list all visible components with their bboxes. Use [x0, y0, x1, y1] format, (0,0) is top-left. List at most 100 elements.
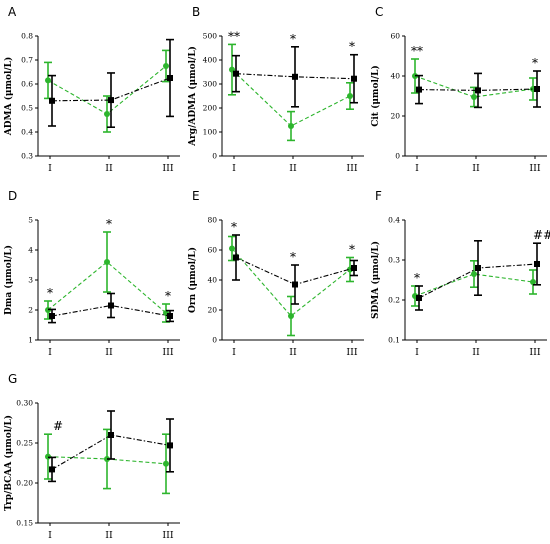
- series-black-line: [235, 73, 355, 80]
- series-black-line: [51, 434, 171, 470]
- y-tick-label: 40: [390, 72, 400, 81]
- y-tick-label: 20: [390, 112, 400, 121]
- y-tick-label: 0.3: [388, 256, 400, 265]
- y-tick-label: 0.3: [21, 152, 33, 161]
- y-tick-label: 3: [28, 276, 33, 285]
- significance-marker: *: [290, 250, 296, 264]
- significance-marker: *: [165, 289, 171, 303]
- data-point: [416, 295, 422, 301]
- x-tick-label: II: [472, 347, 480, 358]
- y-tick-label: 40: [207, 276, 217, 285]
- data-point: [351, 75, 357, 82]
- y-axis-label: Orn (μmol/L): [187, 247, 198, 313]
- panel-letter: F: [375, 189, 382, 203]
- y-tick-label: 20: [207, 306, 217, 315]
- x-tick-label: I: [415, 347, 419, 358]
- x-tick-label: I: [232, 163, 236, 174]
- y-tick-label: 0.6: [21, 80, 33, 89]
- data-point: [475, 265, 481, 271]
- significance-marker: *: [290, 32, 296, 46]
- data-point: [49, 313, 55, 319]
- series-green-line: [414, 273, 534, 297]
- data-point: [530, 279, 536, 285]
- data-point: [167, 75, 173, 81]
- x-tick-label: III: [162, 347, 174, 358]
- x-tick-label: III: [346, 347, 358, 358]
- y-tick-label: 0.8: [21, 32, 33, 41]
- data-point: [167, 313, 173, 319]
- x-tick-label: III: [529, 347, 541, 358]
- data-point: [108, 432, 114, 438]
- y-tick-label: 5: [28, 216, 33, 225]
- significance-marker: **: [411, 44, 423, 58]
- significance-marker: #: [53, 419, 63, 433]
- y-tick-label: 500: [203, 32, 218, 41]
- y-tick-label: 0.30: [16, 399, 33, 408]
- data-point: [45, 77, 51, 84]
- significance-marker: **: [228, 29, 240, 43]
- data-point: [229, 245, 235, 252]
- y-tick-label: 4: [28, 246, 33, 255]
- y-tick-label: 0.4: [21, 128, 33, 137]
- y-tick-label: 0.15: [16, 519, 33, 528]
- x-tick-label: II: [289, 163, 297, 174]
- y-axis-label: Arg/ADMA (μmol/L): [187, 46, 198, 147]
- y-tick-label: 0.7: [21, 56, 33, 65]
- significance-marker: *: [349, 243, 355, 257]
- y-axis-label: SDMA (μmol/L): [370, 241, 381, 319]
- data-point: [108, 302, 114, 309]
- data-point: [167, 442, 173, 449]
- y-tick-label: 0: [212, 336, 217, 345]
- y-tick-label: 80: [207, 216, 217, 225]
- y-tick-label: 100: [203, 128, 218, 137]
- data-point: [108, 97, 114, 104]
- x-tick-label: II: [105, 530, 113, 541]
- data-point: [233, 254, 239, 261]
- x-tick-label: I: [48, 530, 52, 541]
- y-tick-label: 0: [395, 152, 400, 161]
- series-green-line: [231, 248, 351, 317]
- x-tick-label: II: [472, 163, 480, 174]
- y-axis-label: Trp/BCAA (μmol/L): [3, 415, 14, 511]
- data-point: [104, 111, 110, 117]
- data-point: [288, 123, 294, 129]
- y-tick-label: 60: [390, 32, 400, 41]
- significance-marker: *: [106, 217, 112, 231]
- y-tick-label: 0.1: [388, 336, 400, 345]
- panel-letter: E: [192, 189, 200, 203]
- data-point: [104, 259, 110, 265]
- y-tick-label: 0.4: [388, 216, 400, 225]
- data-point: [471, 94, 477, 100]
- data-point: [475, 87, 481, 94]
- y-tick-label: 200: [203, 104, 218, 113]
- data-point: [49, 466, 55, 473]
- significance-marker: *: [414, 271, 420, 285]
- significance-marker: *: [349, 40, 355, 54]
- panel-letter: C: [375, 5, 383, 19]
- y-tick-label: 2: [28, 306, 33, 315]
- y-tick-label: 0: [212, 152, 217, 161]
- data-point: [49, 97, 55, 104]
- y-axis-label: Dma (μmol/L): [3, 245, 14, 315]
- x-tick-label: III: [162, 530, 174, 541]
- x-tick-label: III: [529, 163, 541, 174]
- x-tick-label: I: [48, 347, 52, 358]
- y-tick-label: 1: [28, 336, 33, 345]
- panel-letter: D: [8, 189, 17, 203]
- data-point: [347, 93, 353, 99]
- significance-marker: *: [532, 56, 538, 70]
- significance-marker: *: [231, 220, 237, 234]
- y-axis-label: ADMA (μmol/L): [3, 57, 14, 137]
- x-tick-label: III: [346, 163, 358, 174]
- y-tick-label: 400: [203, 56, 218, 65]
- significance-marker: ##: [533, 228, 550, 242]
- data-point: [351, 265, 357, 271]
- data-point: [163, 63, 169, 69]
- x-tick-label: III: [162, 163, 174, 174]
